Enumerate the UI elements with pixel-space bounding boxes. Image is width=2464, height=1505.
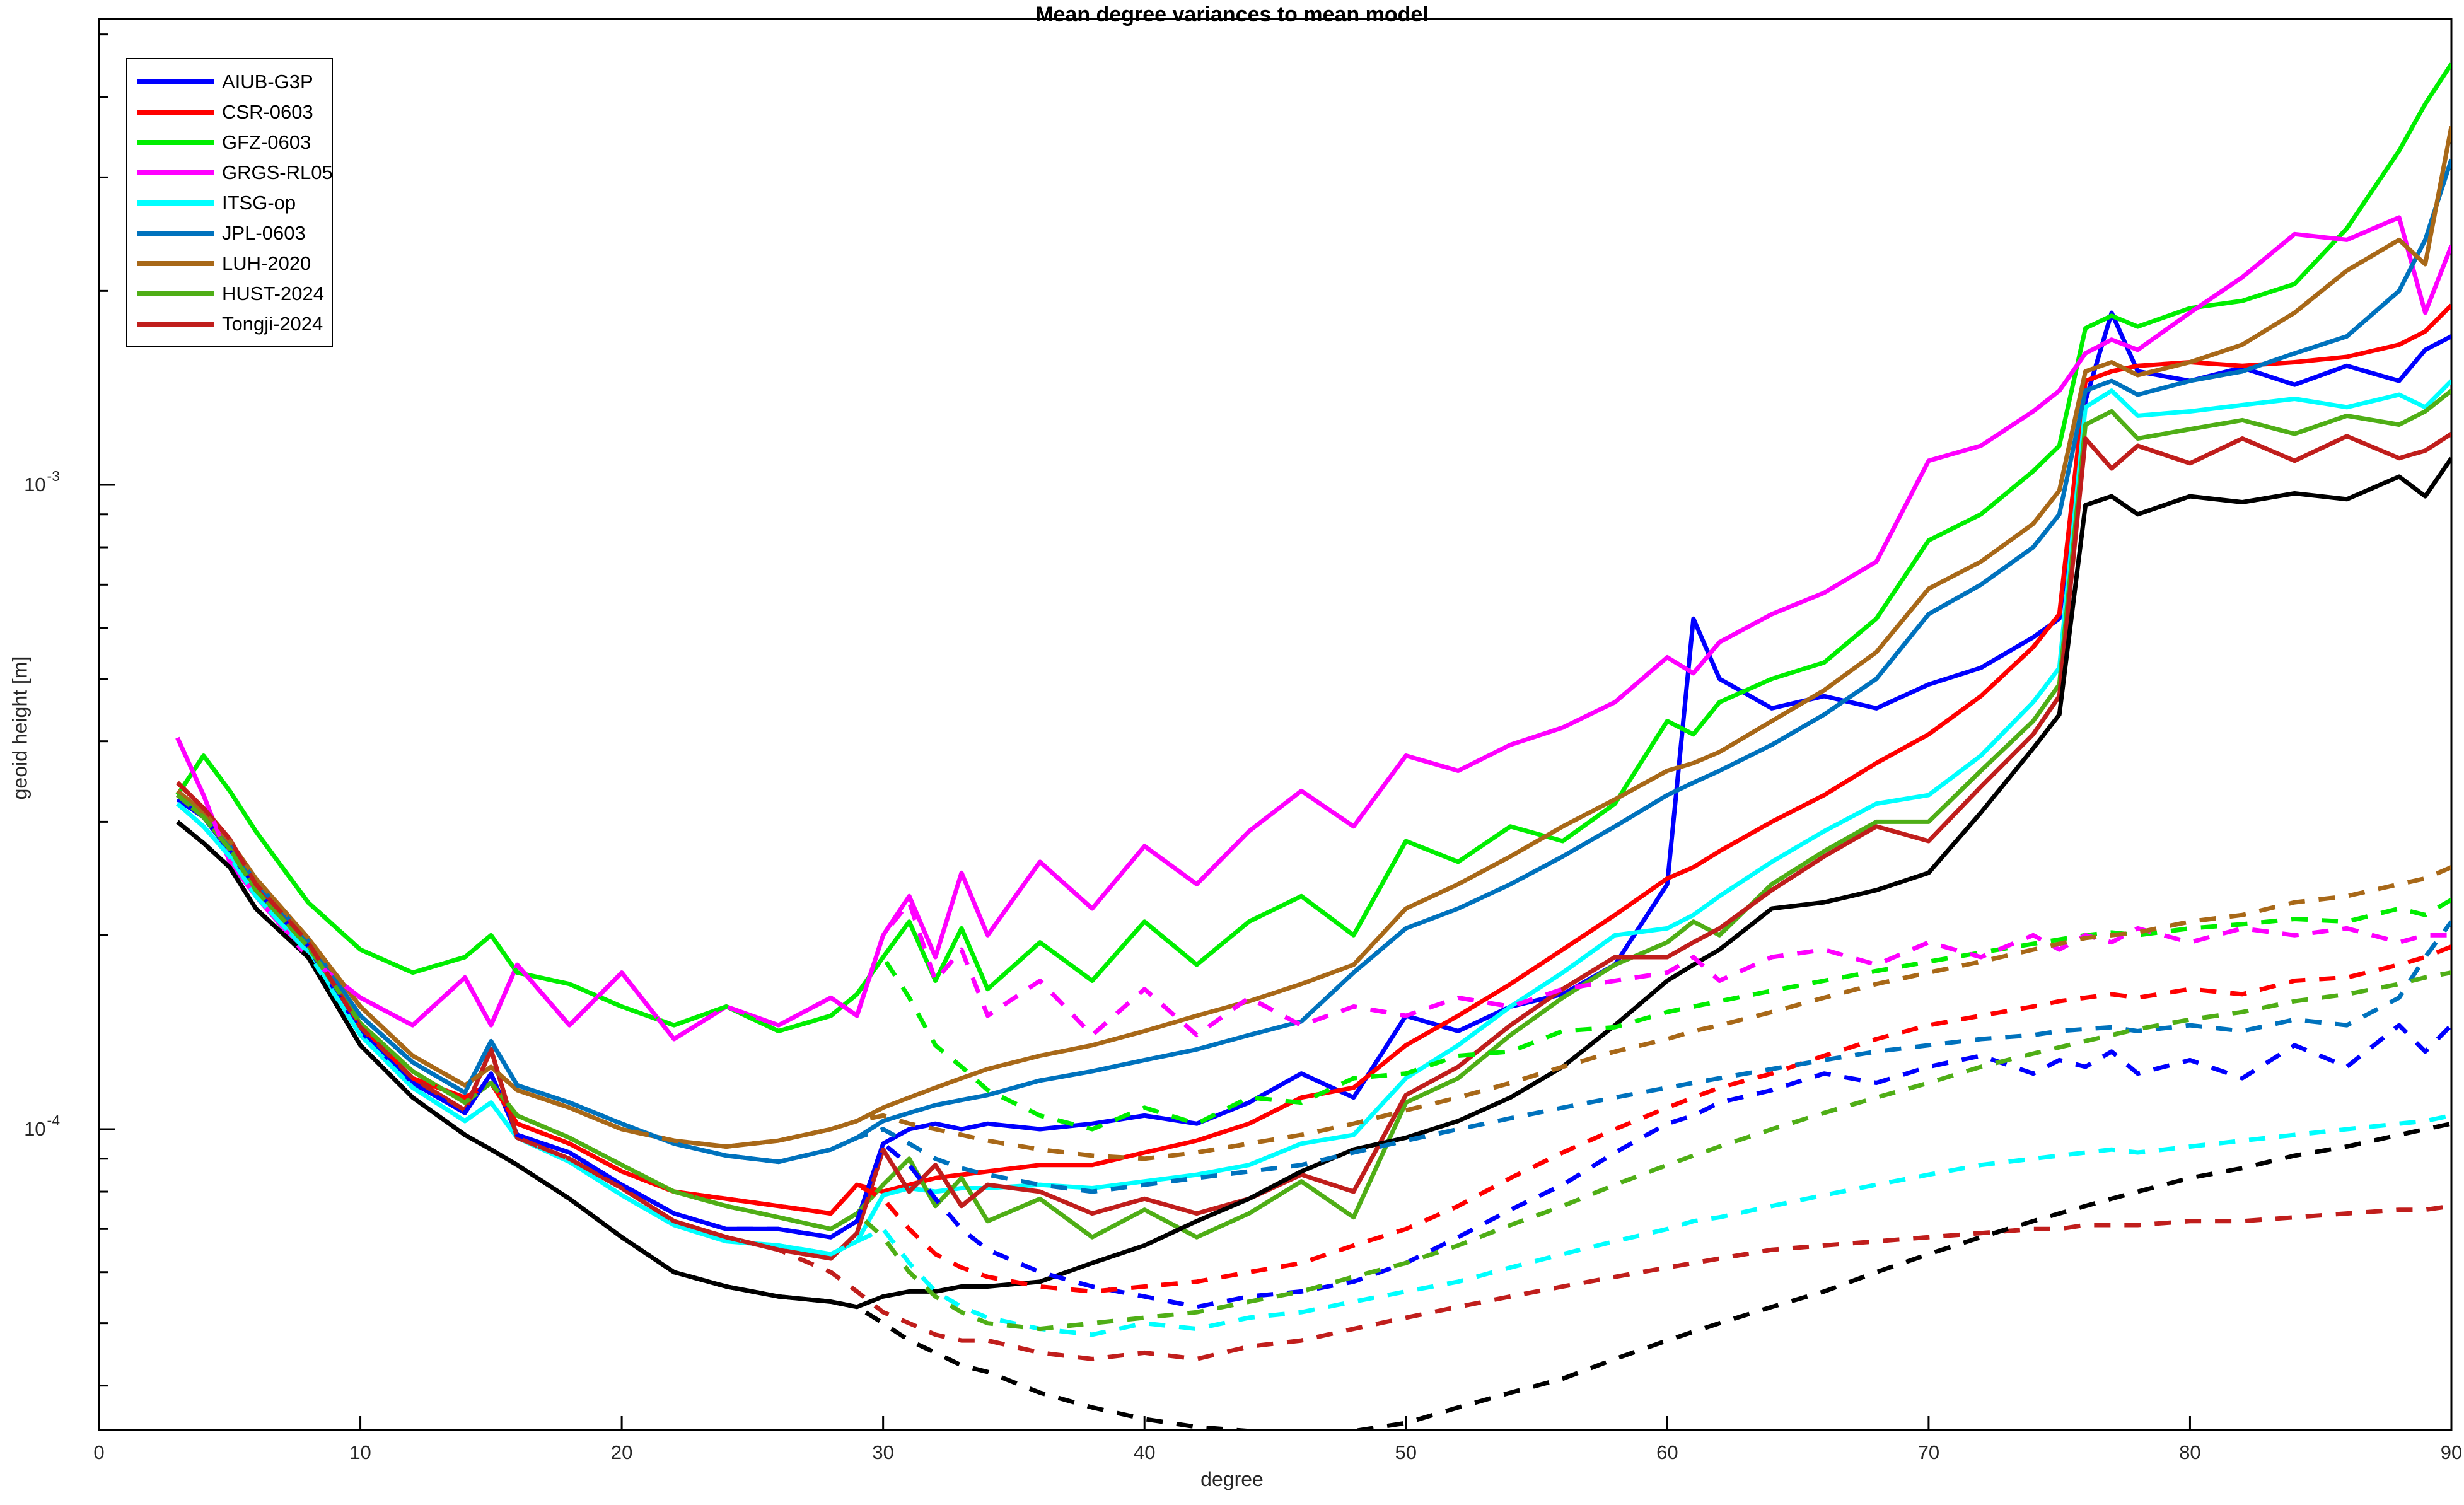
legend-label: CSR-0603 (222, 101, 313, 123)
legend-line-swatch (137, 231, 214, 236)
series-line-itsg-op-error (176, 802, 2451, 1337)
x-tick-label: 30 (872, 1441, 893, 1463)
legend-item-csr-0603: CSR-0603 (127, 97, 332, 127)
legend-label: AIUB-G3P (222, 71, 313, 93)
legend-label: ITSG-op (222, 192, 296, 214)
x-tick-label: 90 (2441, 1441, 2462, 1463)
x-tick-label: 70 (1918, 1441, 1939, 1463)
series-line-hust-2024 (176, 388, 2451, 1240)
series-line-jpl-0603-error (176, 793, 2451, 1194)
chart-title: Mean degree variances to mean model (1035, 3, 1429, 26)
x-tick-label: 50 (1395, 1441, 1417, 1463)
legend-line-swatch (137, 291, 214, 296)
legend-label: LUH-2020 (222, 252, 311, 274)
x-tick-label: 20 (611, 1441, 632, 1463)
legend-item-grgs-rl05: GRGS-RL05 (127, 158, 333, 188)
series-line-hust-2024-error (176, 793, 2451, 1332)
y-tick-label: 10-4 (24, 1112, 60, 1140)
legend-line-swatch (137, 322, 214, 327)
series-group (175, 62, 2451, 1430)
series-line-grgs-rl05 (175, 215, 2451, 1042)
legend-label: HUST-2024 (222, 282, 324, 305)
series-line-unlabeled-mean-error (176, 820, 2451, 1430)
legend-item-aiub-g3p: AIUB-G3P (127, 67, 332, 97)
x-tick-label: 80 (2179, 1441, 2200, 1463)
legend-line-swatch (137, 200, 214, 206)
y-tick-label: 10-3 (24, 468, 60, 496)
series-line-aiub-g3p (176, 310, 2451, 1240)
x-tick-label: 40 (1134, 1441, 1155, 1463)
series-line-luh-2020-error (176, 789, 2451, 1161)
legend-label: JPL-0603 (222, 222, 306, 244)
legend-label: Tongji-2024 (222, 313, 323, 335)
legend-box: AIUB-G3P CSR-0603 GFZ-0603 GRGS-RL05 ITSG-op… (126, 58, 333, 347)
legend-item-hust-2024: HUST-2024 (127, 279, 332, 309)
legend-line-swatch (137, 140, 214, 145)
series-line-jpl-0603 (176, 158, 2451, 1165)
y-axis-label: geoid height [m] (8, 656, 32, 800)
legend-item-luh-2020: LUH-2020 (127, 248, 332, 279)
series-line-gfz-0603 (175, 62, 2451, 1033)
x-axis-label: degree (1200, 1468, 1264, 1490)
series-line-luh-2020 (176, 125, 2451, 1149)
x-tick-label: 10 (349, 1441, 371, 1463)
legend-line-swatch (137, 261, 214, 266)
x-tick-label: 0 (93, 1441, 104, 1463)
legend-item-tongji-2024: Tongji-2024 (127, 309, 332, 339)
axes-box (98, 18, 2453, 1431)
legend-item-gfz-0603: GFZ-0603 (127, 127, 332, 158)
series-line-aiub-g3p-error (176, 798, 2451, 1310)
series-line-csr-0603-error (176, 793, 2451, 1294)
series-line-tongji-2024-error (175, 781, 2451, 1361)
legend-label: GFZ-0603 (222, 131, 311, 153)
legend-line-swatch (137, 110, 214, 115)
legend-line-swatch (137, 79, 214, 84)
x-tick-label: 60 (1656, 1441, 1678, 1463)
legend-item-itsg-op: ITSG-op (127, 188, 332, 218)
legend-item-jpl-0603: JPL-0603 (127, 218, 332, 248)
series-line-itsg-op (176, 379, 2451, 1257)
legend-line-swatch (137, 170, 214, 175)
legend-label: GRGS-RL05 (222, 161, 333, 183)
